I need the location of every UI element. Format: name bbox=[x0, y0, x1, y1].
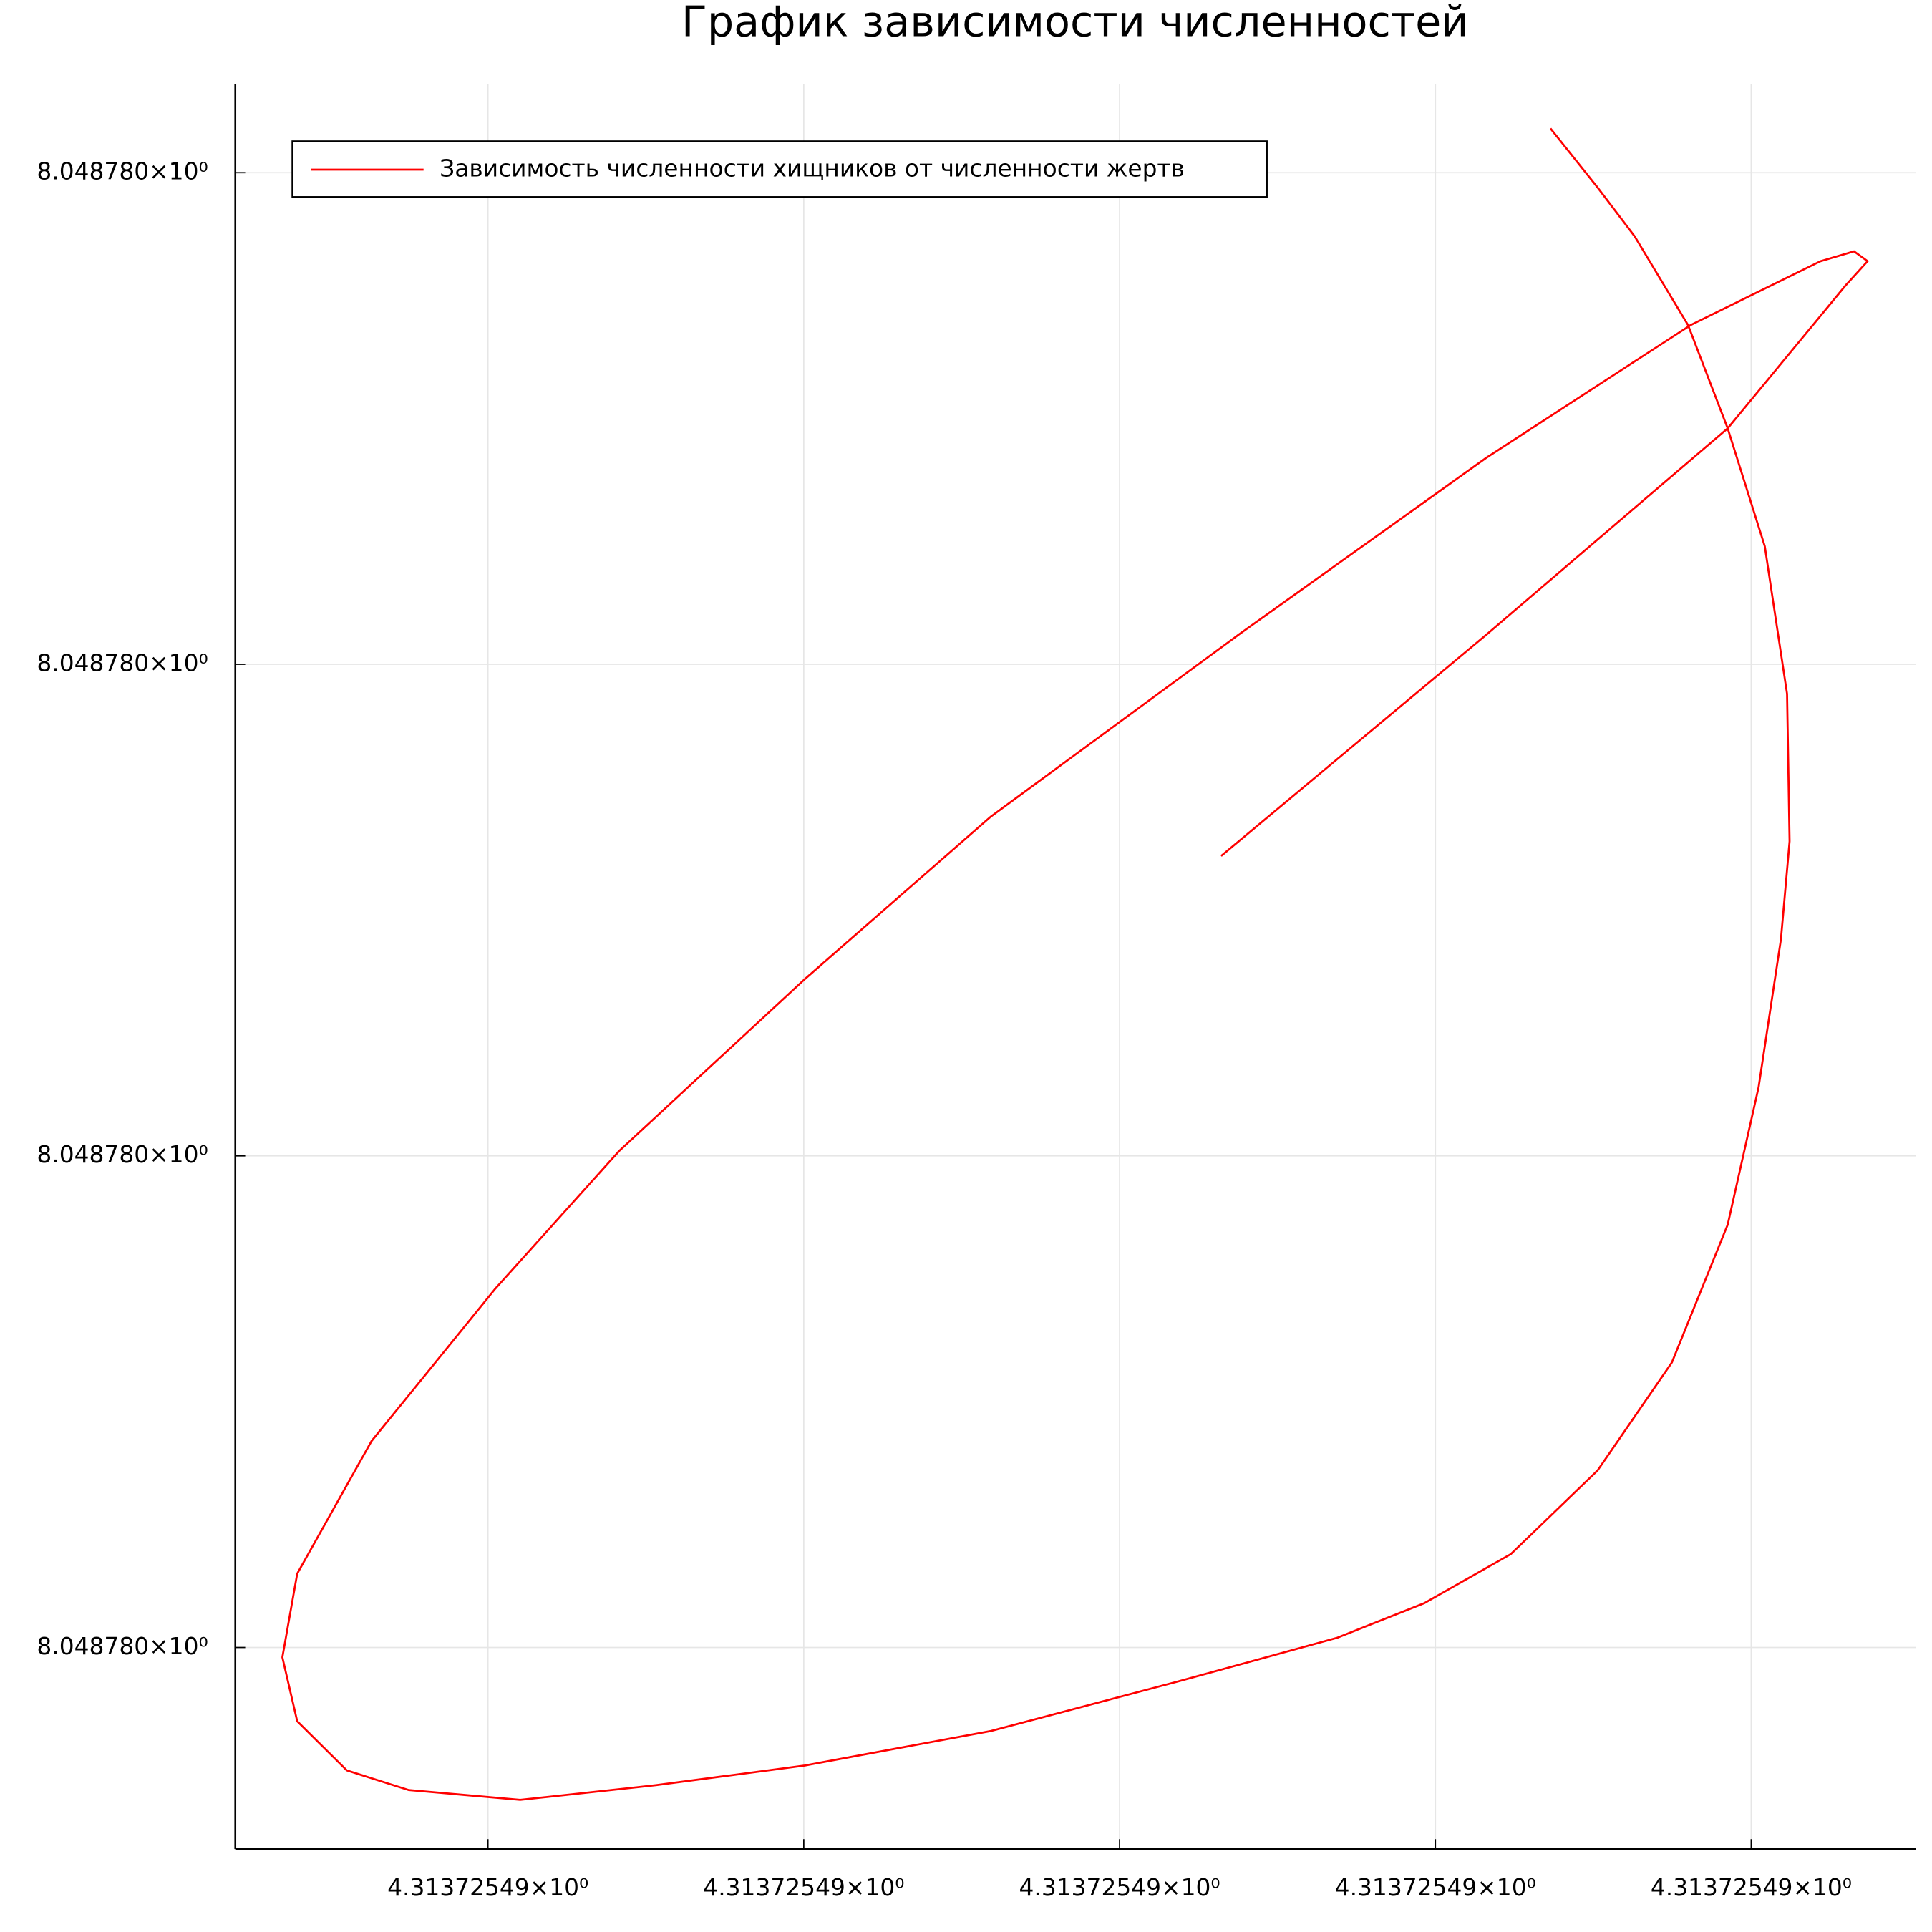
chart-title: График зависимости численностей bbox=[681, 0, 1469, 47]
x-tick-label: 4.31372549×10⁰ bbox=[1019, 1873, 1220, 1901]
legend: Зависимость численности хищников от числ… bbox=[291, 140, 1268, 198]
x-tick-label: 4.31372549×10⁰ bbox=[1335, 1873, 1536, 1901]
x-tick-label: 4.31372549×10⁰ bbox=[1651, 1873, 1852, 1901]
x-tick-label: 4.31372549×10⁰ bbox=[387, 1873, 588, 1901]
y-tick-label: 8.048780×10⁰ bbox=[37, 157, 208, 185]
y-tick-label: 8.048780×10⁰ bbox=[37, 1632, 208, 1660]
data-line bbox=[281, 127, 1870, 1801]
legend-box bbox=[291, 140, 1268, 198]
x-tick-label: 4.31372549×10⁰ bbox=[703, 1873, 904, 1901]
y-tick-label: 8.048780×10⁰ bbox=[37, 649, 208, 677]
legend-label: Зависимость численности хищников от числ… bbox=[440, 155, 1185, 183]
y-tick-label: 8.048780×10⁰ bbox=[37, 1140, 208, 1168]
